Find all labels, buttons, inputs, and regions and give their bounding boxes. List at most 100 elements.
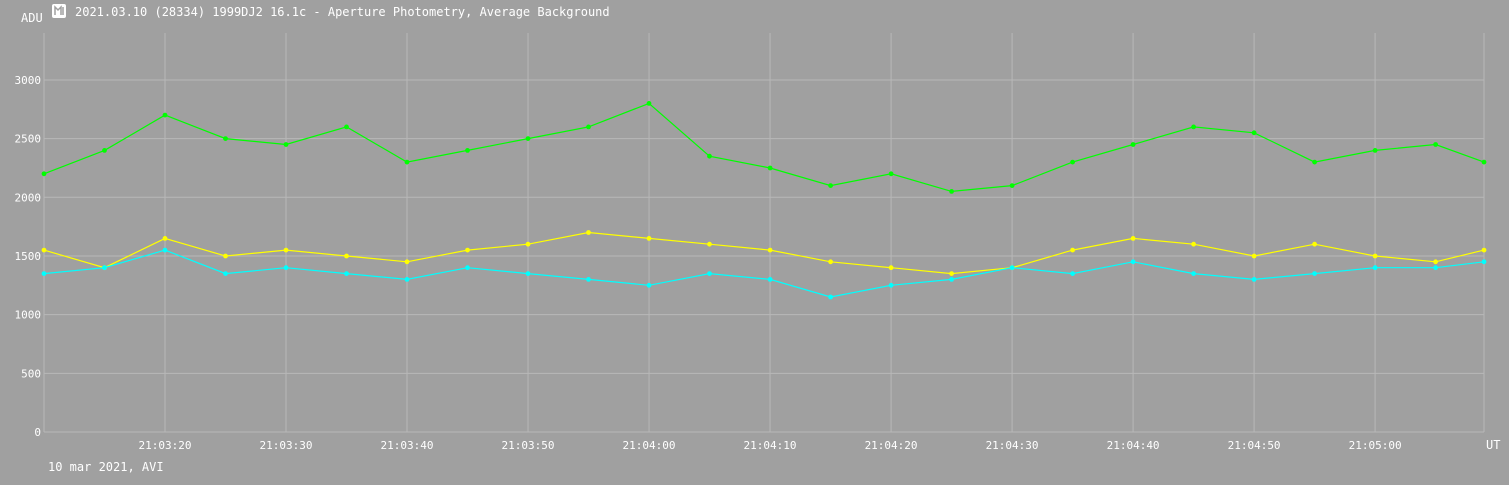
series-point-3 [404,277,410,282]
series-point-2 [404,259,410,265]
series-point-1 [344,124,349,130]
series-point-1 [1191,124,1196,130]
series-point-3 [888,282,894,288]
x-tick-label: 21:04:50 [1228,439,1281,452]
series-point-1 [1372,148,1378,153]
series-line-2 [43,231,1485,275]
series-point-3 [707,271,712,276]
series-point-3 [41,271,47,276]
x-tick-label: 21:03:20 [139,439,192,452]
series-point-2 [223,253,228,259]
series-point-2 [949,271,954,276]
series-point-2 [1070,247,1075,253]
x-tick-label: 21:05:00 [1349,439,1402,452]
series-point-3 [525,271,531,276]
series-point-1 [223,136,228,142]
footer-note: 10 mar 2021, AVI [48,460,164,474]
series-point-2 [1481,247,1487,253]
series-point-1 [828,183,833,189]
series-point-3 [1251,277,1257,282]
x-axis-label: UT [1486,438,1500,452]
series-point-1 [1433,142,1438,147]
series-line-1 [43,102,1485,193]
y-tick-label: 0 [34,426,41,439]
series-point-1 [767,165,773,171]
y-tick-label: 1000 [15,309,42,322]
series-point-2 [707,241,712,247]
x-tick-label: 21:03:50 [502,439,555,452]
y-tick-label: 1500 [15,250,42,263]
series-point-1 [525,136,531,142]
series-point-1 [1009,183,1015,189]
series-point-3 [1191,271,1196,276]
series-point-2 [1312,241,1317,247]
series-point-2 [1130,236,1136,241]
series-point-1 [1070,159,1075,165]
series-point-2 [646,236,652,241]
x-tick-label: 21:04:20 [865,439,918,452]
series-point-1 [1312,159,1317,165]
series-point-1 [404,159,410,165]
x-tick-label: 21:03:30 [260,439,313,452]
x-tick-label: 21:03:40 [381,439,434,452]
series-point-1 [1251,130,1257,136]
tick-labels: 0 500 1000 1500 2000 2500 3000 21:03:20 21:03:30… [15,74,1402,452]
series-point-3 [1070,271,1075,276]
series-point-2 [828,259,833,265]
series-point-3 [1130,259,1136,265]
series-point-1 [586,124,591,130]
series-point-2 [525,241,531,247]
series-point-1 [283,142,289,147]
series-line-3 [43,249,1485,298]
series-point-2 [1251,253,1257,259]
series-point-2 [344,253,349,259]
series-point-3 [1372,265,1378,271]
series-point-3 [223,271,228,276]
series-point-2 [888,265,894,271]
series-point-3 [1433,265,1438,271]
series-point-3 [767,277,773,282]
series-point-3 [102,265,107,271]
series-point-2 [767,247,773,253]
series-point-3 [283,265,289,271]
series-point-2 [1372,253,1378,259]
series-point-2 [283,247,289,253]
series-point-3 [1481,259,1487,265]
grid-lines [43,33,1485,433]
x-tick-label: 21:04:00 [623,439,676,452]
series-point-3 [828,294,833,300]
series-point-3 [646,282,652,288]
series-point-1 [102,148,107,153]
series-point-1 [162,112,168,118]
series-point-1 [1130,142,1136,147]
series-point-3 [344,271,349,276]
series-point-1 [1481,159,1487,165]
series-point-1 [888,171,894,177]
x-tick-label: 21:04:40 [1107,439,1160,452]
y-tick-label: 3000 [15,74,42,87]
x-tick-label: 21:04:30 [986,439,1039,452]
series-point-1 [465,148,470,153]
series-point-3 [465,265,470,271]
series-point-2 [465,247,470,253]
series-point-3 [162,247,168,253]
series-point-1 [41,171,47,177]
y-tick-label: 2000 [15,191,42,204]
series-point-1 [646,101,652,106]
series-point-3 [949,277,954,282]
series-point-3 [586,277,591,282]
app-icon[interactable] [52,4,66,18]
series-point-3 [1312,271,1317,276]
y-tick-label: 500 [21,367,41,380]
series-point-2 [1191,241,1196,247]
series-lines [41,101,1487,300]
chart-title: 2021.03.10 (28334) 1999DJ2 16.1c - Apert… [75,5,610,19]
series-point-1 [707,153,712,159]
series-point-1 [949,189,954,194]
y-tick-label: 2500 [15,133,42,146]
series-point-2 [41,247,47,253]
y-axis-label: ADU [21,11,43,25]
series-point-3 [1009,265,1015,271]
